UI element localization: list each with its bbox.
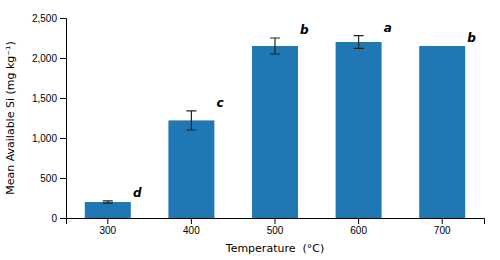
y-tick: 1,500	[32, 93, 66, 104]
marks	[85, 36, 465, 218]
plot-area: 0 500 1,000 1,500 2,000 2,500 300 400 500 600 700 d…	[32, 13, 485, 236]
y-tick-mark	[60, 178, 66, 179]
annotation: c	[216, 96, 223, 110]
bar	[336, 42, 382, 218]
bar	[419, 46, 465, 218]
x-axis-title: Temperature (°C)	[225, 242, 324, 255]
bar	[85, 202, 131, 218]
y-tick: 500	[40, 173, 66, 184]
x-axis-line	[67, 219, 485, 225]
y-tick-mark	[60, 58, 66, 59]
y-tick-label: 1,500	[32, 93, 57, 104]
y-tick-mark	[60, 138, 66, 139]
x-tick-label: 300	[99, 225, 116, 236]
y-tick-label: 1,000	[32, 133, 57, 144]
annotations: d c b a b	[133, 21, 476, 200]
x-axis: 300 400 500 600 700	[67, 218, 485, 236]
x-tick-label: 400	[183, 225, 200, 236]
error-bar	[270, 38, 280, 54]
error-bar	[103, 201, 113, 203]
error-bar	[354, 36, 364, 49]
y-tick-mark	[60, 18, 66, 19]
x-tick-mark	[107, 218, 108, 224]
annotation: b	[300, 23, 309, 37]
y-axis-line	[60, 19, 67, 219]
annotation: a	[384, 21, 392, 35]
x-tick-mark	[358, 218, 359, 224]
x-tick: 500	[267, 218, 284, 236]
chart-svg: 0 500 1,000 1,500 2,000 2,500 300 400 500 600 700 d…	[0, 0, 500, 260]
y-tick: 2,500	[32, 13, 66, 24]
y-axis: 0 500 1,000 1,500 2,000 2,500	[32, 13, 67, 224]
y-tick-mark	[60, 98, 66, 99]
bar	[252, 46, 298, 218]
x-tick-mark	[191, 218, 192, 224]
x-tick: 700	[434, 218, 451, 236]
y-tick-label: 500	[40, 173, 57, 184]
bar	[168, 120, 214, 218]
y-tick-label: 2,500	[32, 13, 57, 24]
x-tick: 400	[183, 218, 200, 236]
error-bar	[186, 111, 196, 130]
y-tick: 1,000	[32, 133, 66, 144]
x-tick: 600	[350, 218, 367, 236]
y-tick-label: 0	[51, 213, 57, 224]
x-tick-mark	[275, 218, 276, 224]
y-tick-label: 2,000	[32, 53, 57, 64]
y-tick: 0	[51, 213, 66, 224]
x-tick-label: 600	[350, 225, 367, 236]
x-tick-mark	[442, 218, 443, 224]
y-tick-mark	[60, 218, 66, 219]
y-tick: 2,000	[32, 53, 66, 64]
annotation: d	[133, 186, 142, 200]
x-tick-label: 700	[434, 225, 451, 236]
x-tick: 300	[99, 218, 116, 236]
annotation: b	[467, 31, 476, 45]
y-axis-title: Mean Available Si (mg kg⁻¹)	[4, 41, 17, 195]
chart-container: 0 500 1,000 1,500 2,000 2,500 300 400 500 600 700 d…	[0, 0, 500, 260]
x-tick-label: 500	[267, 225, 284, 236]
